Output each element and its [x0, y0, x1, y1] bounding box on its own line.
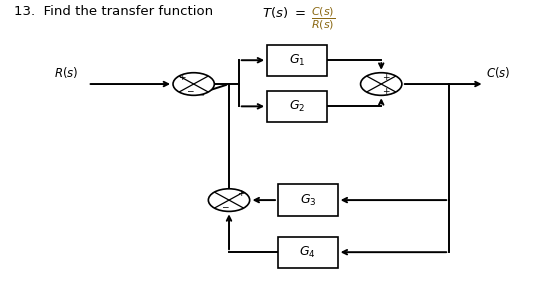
Text: $T(s)$: $T(s)$ — [262, 5, 288, 20]
Text: $G_1$: $G_1$ — [289, 53, 305, 68]
Text: +: + — [179, 73, 186, 82]
Text: +: + — [382, 86, 389, 96]
Circle shape — [208, 189, 250, 211]
Circle shape — [173, 73, 214, 95]
Text: −: − — [221, 203, 229, 212]
Text: $R(s)$: $R(s)$ — [54, 65, 78, 80]
Text: $G_3$: $G_3$ — [300, 193, 316, 208]
Bar — [278, 237, 338, 268]
Text: 13.  Find the transfer function: 13. Find the transfer function — [14, 5, 217, 18]
Text: $G_2$: $G_2$ — [289, 99, 305, 114]
Text: $\dfrac{C(s)}{R(s)}$: $\dfrac{C(s)}{R(s)}$ — [311, 5, 335, 32]
Text: $G_4$: $G_4$ — [300, 245, 316, 260]
Bar — [267, 91, 327, 122]
Circle shape — [361, 73, 402, 95]
Text: +: + — [237, 189, 244, 198]
Bar — [278, 184, 338, 216]
Bar — [267, 45, 327, 76]
Text: −: − — [186, 86, 193, 96]
Text: $C(s)$: $C(s)$ — [486, 65, 510, 80]
Text: $=$: $=$ — [292, 5, 306, 18]
Text: +: + — [382, 73, 389, 82]
